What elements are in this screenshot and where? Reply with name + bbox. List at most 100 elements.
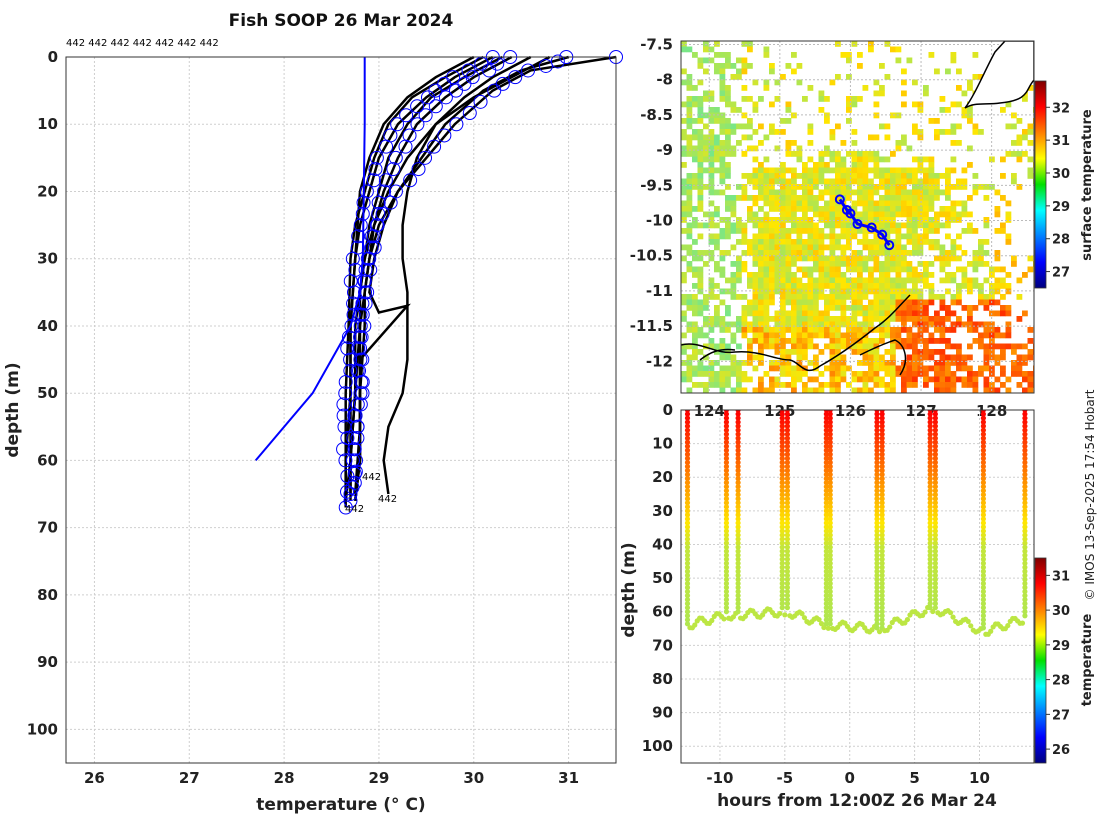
section-dot	[879, 411, 885, 417]
map-cell	[763, 200, 770, 207]
map-cell	[807, 376, 814, 383]
section-dot	[1022, 419, 1028, 425]
map-cell	[862, 162, 869, 168]
map-cell	[928, 283, 935, 289]
map-cell	[950, 217, 957, 223]
map-cell	[769, 244, 775, 251]
map-cell	[719, 96, 726, 102]
coastline-south	[681, 294, 911, 376]
map-cell	[719, 118, 726, 124]
map-cell	[780, 371, 786, 377]
section-dot	[1022, 540, 1028, 546]
map-cell	[681, 46, 687, 53]
map-cell	[785, 244, 792, 251]
map-cell	[714, 239, 720, 245]
map-cell	[763, 211, 770, 218]
map-cell	[923, 228, 929, 234]
section-colorbar-tick: 29	[1052, 639, 1070, 654]
section-dot	[823, 520, 829, 526]
map-cell	[763, 371, 770, 377]
map-cell	[1000, 195, 1006, 201]
map-cell	[785, 118, 792, 124]
section-dot	[927, 435, 933, 441]
map-cell	[769, 250, 775, 256]
map-cell	[807, 167, 814, 174]
map-cell	[780, 261, 786, 267]
map-cell	[835, 222, 841, 229]
map-cell	[785, 195, 792, 201]
section-dot	[735, 455, 741, 462]
map-cell	[807, 250, 814, 256]
map-cell	[934, 211, 940, 218]
map-cell	[917, 101, 924, 108]
map-cell	[1000, 173, 1006, 179]
map-cell	[884, 321, 891, 328]
map-cell	[780, 272, 786, 278]
map-cell	[906, 211, 913, 218]
map-cell	[956, 316, 962, 322]
map-cell	[934, 217, 940, 223]
map-cell	[857, 250, 863, 256]
map-cell	[1016, 343, 1023, 350]
map-cell	[994, 299, 1001, 306]
map-cell	[912, 244, 918, 251]
section-dot	[879, 471, 885, 478]
map-cell	[1000, 382, 1006, 388]
section-dot	[784, 443, 791, 449]
section-dot	[784, 423, 791, 429]
map-cell	[692, 305, 698, 311]
section-dot	[821, 624, 827, 631]
profile-x-ticks: 26 27 28 29 30 31	[84, 769, 579, 787]
map-cell	[692, 178, 698, 185]
map-cell	[692, 129, 698, 135]
map-cell	[934, 118, 940, 124]
map-cell	[846, 316, 852, 322]
map-cell	[967, 211, 973, 218]
section-dot	[927, 584, 933, 591]
section-dot	[932, 435, 938, 441]
map-cell	[901, 250, 907, 256]
map-cell	[978, 321, 984, 328]
section-dot	[723, 484, 730, 490]
section-dot	[779, 556, 785, 562]
profile-x-tick: 28	[274, 769, 295, 787]
map-cell	[741, 63, 748, 69]
map-cell	[912, 129, 918, 135]
section-dot	[735, 524, 741, 530]
section-dot	[1022, 439, 1028, 445]
map-cell	[857, 338, 863, 344]
map-cell	[758, 250, 764, 256]
map-cell	[928, 332, 935, 339]
section-dot	[723, 536, 730, 542]
map-cell	[752, 250, 759, 256]
map-cell	[829, 354, 836, 361]
section-dot	[723, 443, 730, 449]
map-cell	[873, 156, 880, 163]
map-cell	[719, 151, 726, 157]
map-cell	[681, 360, 687, 366]
map-cell	[884, 200, 891, 207]
section-dot	[1022, 484, 1028, 490]
section-dot	[723, 524, 730, 530]
section-dot	[932, 443, 938, 449]
map-cell	[884, 272, 891, 278]
map-cell	[879, 294, 885, 300]
section-dot	[932, 592, 938, 599]
map-cell	[950, 327, 957, 333]
section-dot	[723, 471, 730, 478]
map-cell	[703, 145, 709, 152]
map-cell	[840, 173, 847, 179]
map-cell	[956, 85, 962, 91]
map-cell	[873, 277, 880, 284]
map-cell	[890, 173, 896, 179]
section-dot	[879, 463, 885, 470]
map-cell	[763, 387, 770, 393]
map-cell	[972, 382, 979, 388]
map-cell	[763, 316, 770, 322]
map-cell	[923, 200, 929, 207]
section-dot	[879, 504, 885, 510]
map-cell	[785, 310, 792, 317]
map-cell	[934, 338, 940, 344]
map-cell	[791, 195, 797, 201]
section-dot	[823, 568, 829, 574]
